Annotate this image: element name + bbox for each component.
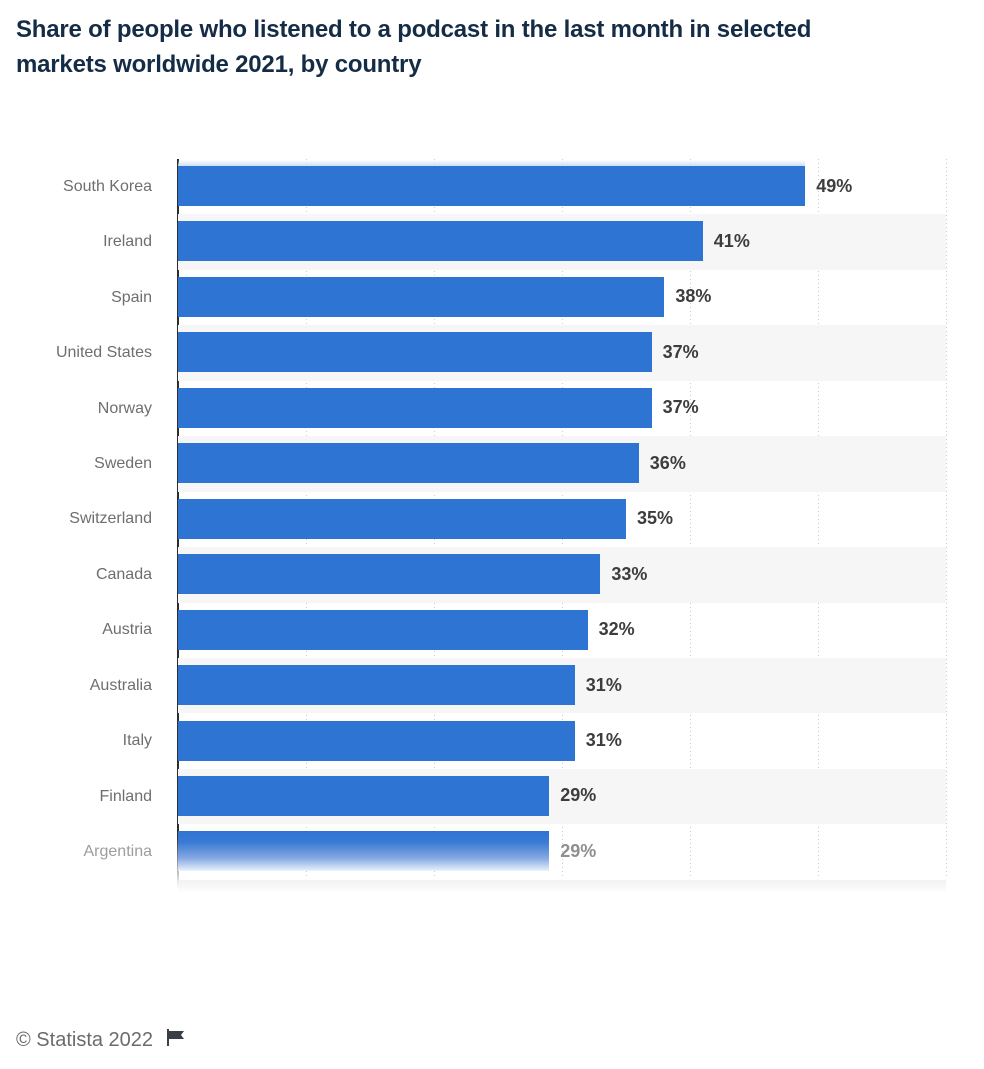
value-label: 38% <box>675 286 712 307</box>
category-label: Finland <box>99 787 152 805</box>
category-label: South Korea <box>63 177 152 195</box>
bar-austria[interactable] <box>178 609 588 650</box>
report-flag-icon[interactable] <box>165 1028 186 1052</box>
chart-row-spain: Spain 38% <box>0 270 984 325</box>
category-label: Switzerland <box>69 510 152 528</box>
value-label: 32% <box>598 619 635 640</box>
bar-argentina[interactable] <box>178 831 550 872</box>
value-label: 31% <box>585 730 622 750</box>
page-title-line2: markets worldwide 2021, by country <box>16 51 422 78</box>
category-label: Norway <box>97 399 152 417</box>
chart-row-austria: Austria 32% <box>0 603 984 658</box>
bar-sweden[interactable] <box>178 443 639 484</box>
page-title-line1: Share of people who listened to a podcas… <box>16 16 812 43</box>
bar-chart: South Korea 49% Ireland 41% Spain 38% United S… <box>0 159 984 899</box>
chart-row-south-korea: South Korea 49% <box>0 159 984 214</box>
bar-canada[interactable] <box>178 554 601 595</box>
chart-row-argentina: Argentina 29% <box>0 824 984 879</box>
category-label: Australia <box>89 676 152 694</box>
bar-spain[interactable] <box>178 276 665 317</box>
category-label: Ireland <box>103 233 152 251</box>
category-label: Sweden <box>94 454 152 472</box>
bar-italy[interactable] <box>178 720 575 761</box>
bar-ireland[interactable] <box>178 221 703 262</box>
value-label: 33% <box>611 563 648 584</box>
bar-finland[interactable] <box>178 775 550 816</box>
chart-row-ireland: Ireland 41% <box>0 214 984 270</box>
value-label: 29% <box>560 785 597 806</box>
value-label: 36% <box>649 452 686 473</box>
bar-south-korea[interactable] <box>178 166 806 206</box>
gridline-40 <box>690 159 691 876</box>
category-label: Spain <box>111 288 152 306</box>
chart-row-switzerland: Switzerland 35% <box>0 492 984 547</box>
category-label: Italy <box>122 732 152 750</box>
bottom-fade-band <box>178 880 946 894</box>
bar-switzerland[interactable] <box>178 498 626 539</box>
value-label: 37% <box>662 341 699 362</box>
chart-row-canada: Canada 33% <box>0 547 984 603</box>
gridline-60 <box>946 159 947 876</box>
bar-norway[interactable] <box>178 387 652 428</box>
chart-row-italy: Italy 31% <box>0 714 984 769</box>
chart-row-sweden: Sweden 36% <box>0 436 984 492</box>
value-label: 31% <box>585 674 622 695</box>
value-label: 49% <box>816 175 853 196</box>
copyright-text: © Statista 2022 <box>16 1028 154 1051</box>
chart-row-norway: Norway 37% <box>0 381 984 436</box>
value-label: 41% <box>713 230 750 251</box>
category-label: United States <box>55 344 152 362</box>
chart-row-united-states: United States 37% <box>0 325 984 381</box>
chart-row-finland: Finland 29% <box>0 768 984 825</box>
page-title: Share of people who listened to a podcas… <box>16 12 966 82</box>
value-label: 37% <box>662 397 699 418</box>
category-label: Canada <box>95 565 152 583</box>
gridline-50 <box>818 159 819 876</box>
chart-row-australia: Australia 31% <box>0 658 984 714</box>
bar-australia[interactable] <box>178 665 575 706</box>
top-fade-tail <box>178 160 806 166</box>
footer: © Statista 2022 <box>16 1028 186 1052</box>
value-label: 29% <box>560 840 597 861</box>
category-label: Austria <box>102 621 152 639</box>
value-label: 35% <box>637 508 674 529</box>
bar-united-states[interactable] <box>178 332 652 373</box>
category-label: Argentina <box>83 843 153 861</box>
